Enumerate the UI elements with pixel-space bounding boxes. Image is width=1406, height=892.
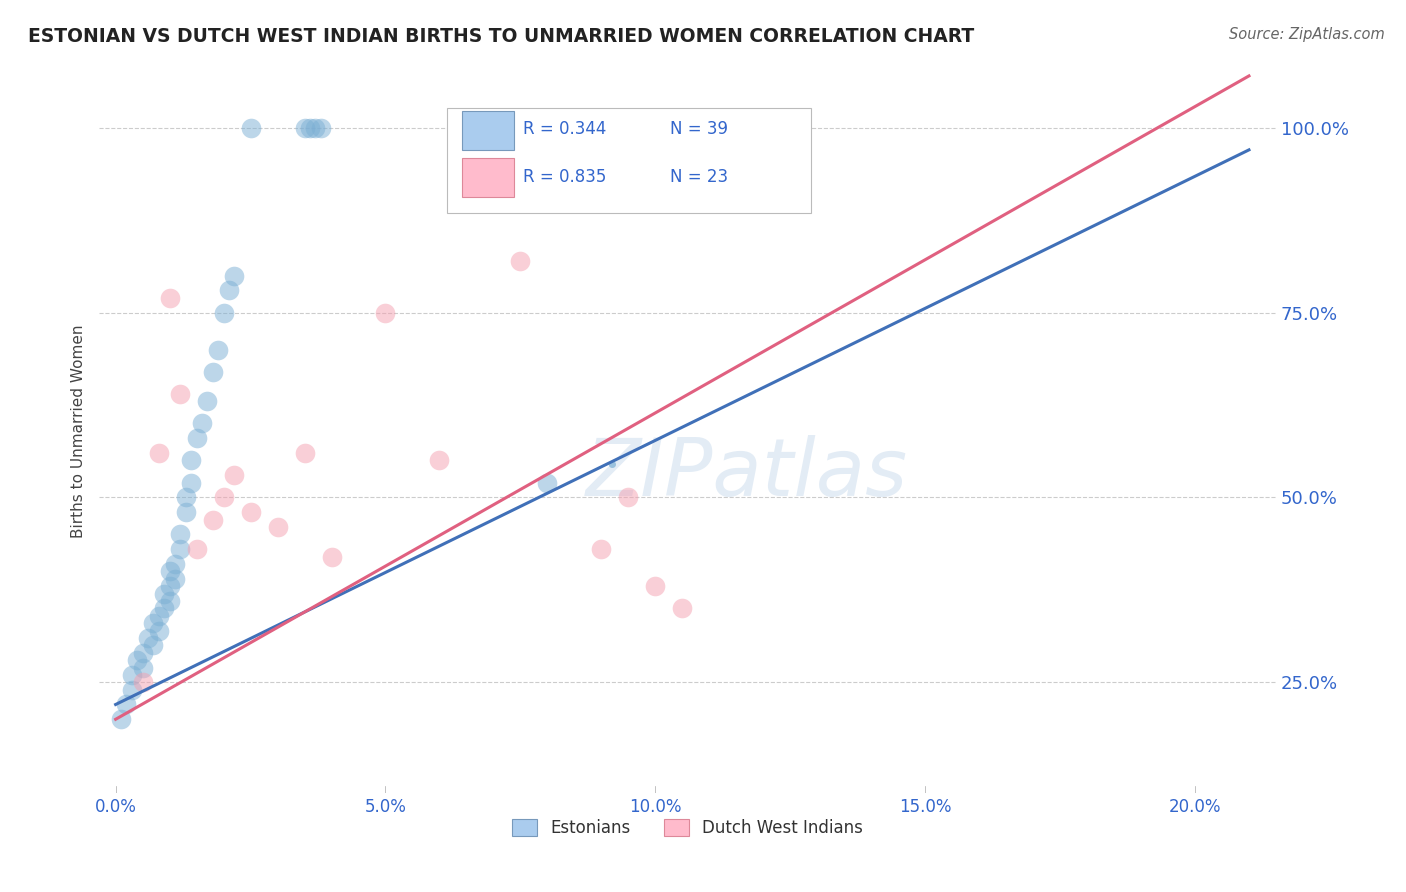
Point (142, 638, 165, 652)
Point (131, 646, 153, 660)
Legend: Estonians, Dutch West Indians: Estonians, Dutch West Indians (506, 813, 870, 844)
Point (239, 120, 262, 135)
Point (153, 586, 176, 600)
Point (142, 616, 165, 631)
Text: N = 39: N = 39 (671, 120, 728, 137)
Point (148, 446, 170, 460)
Point (207, 343, 229, 357)
Point (294, 446, 316, 460)
Point (224, 268, 246, 283)
Text: Source: ZipAtlas.com: Source: ZipAtlas.com (1229, 27, 1385, 42)
Point (121, 668, 143, 682)
Point (294, 120, 316, 135)
Point (153, 601, 176, 615)
Point (180, 453, 202, 467)
Point (163, 572, 186, 586)
Point (239, 505, 262, 519)
Y-axis label: Births to Unmarried Women: Births to Unmarried Women (72, 324, 86, 538)
Point (169, 542, 191, 557)
Point (321, 549, 343, 564)
FancyBboxPatch shape (447, 109, 811, 213)
Point (671, 601, 693, 615)
Point (115, 698, 138, 712)
Point (127, 653, 149, 667)
Point (186, 431, 208, 445)
Point (148, 608, 170, 623)
Point (644, 579, 666, 593)
Point (212, 491, 235, 505)
Point (224, 468, 246, 483)
Point (212, 305, 235, 319)
Point (180, 475, 202, 490)
Point (159, 291, 181, 305)
Text: R = 0.344: R = 0.344 (523, 120, 606, 137)
Point (309, 120, 332, 135)
Point (169, 527, 191, 541)
Point (186, 542, 208, 557)
Text: R = 0.835: R = 0.835 (523, 169, 606, 186)
Point (298, 120, 321, 135)
Point (536, 120, 558, 135)
Point (266, 520, 288, 534)
Point (201, 365, 224, 379)
Point (169, 387, 191, 401)
Point (304, 120, 326, 135)
Point (429, 453, 451, 467)
Point (148, 624, 170, 638)
Point (131, 660, 153, 674)
Text: N = 23: N = 23 (671, 169, 728, 186)
Point (564, 120, 586, 135)
Point (752, 120, 775, 135)
Point (374, 305, 396, 319)
Text: ZIPatlas: ZIPatlas (585, 435, 908, 514)
Point (536, 475, 558, 490)
Point (218, 284, 240, 298)
Point (191, 417, 214, 431)
Point (163, 557, 186, 571)
Point (174, 505, 197, 519)
Point (617, 491, 640, 505)
FancyBboxPatch shape (461, 158, 513, 197)
Point (110, 712, 132, 726)
Point (131, 675, 153, 690)
FancyBboxPatch shape (461, 111, 513, 150)
Text: •: • (603, 455, 619, 479)
Point (195, 394, 218, 409)
Point (591, 542, 613, 557)
Point (201, 513, 224, 527)
Point (159, 565, 181, 579)
Point (174, 491, 197, 505)
Point (697, 120, 720, 135)
Point (509, 253, 531, 268)
Text: ESTONIAN VS DUTCH WEST INDIAN BIRTHS TO UNMARRIED WOMEN CORRELATION CHART: ESTONIAN VS DUTCH WEST INDIAN BIRTHS TO … (28, 27, 974, 45)
Point (136, 631, 159, 645)
Point (159, 594, 181, 608)
Point (121, 682, 143, 697)
Point (159, 579, 181, 593)
